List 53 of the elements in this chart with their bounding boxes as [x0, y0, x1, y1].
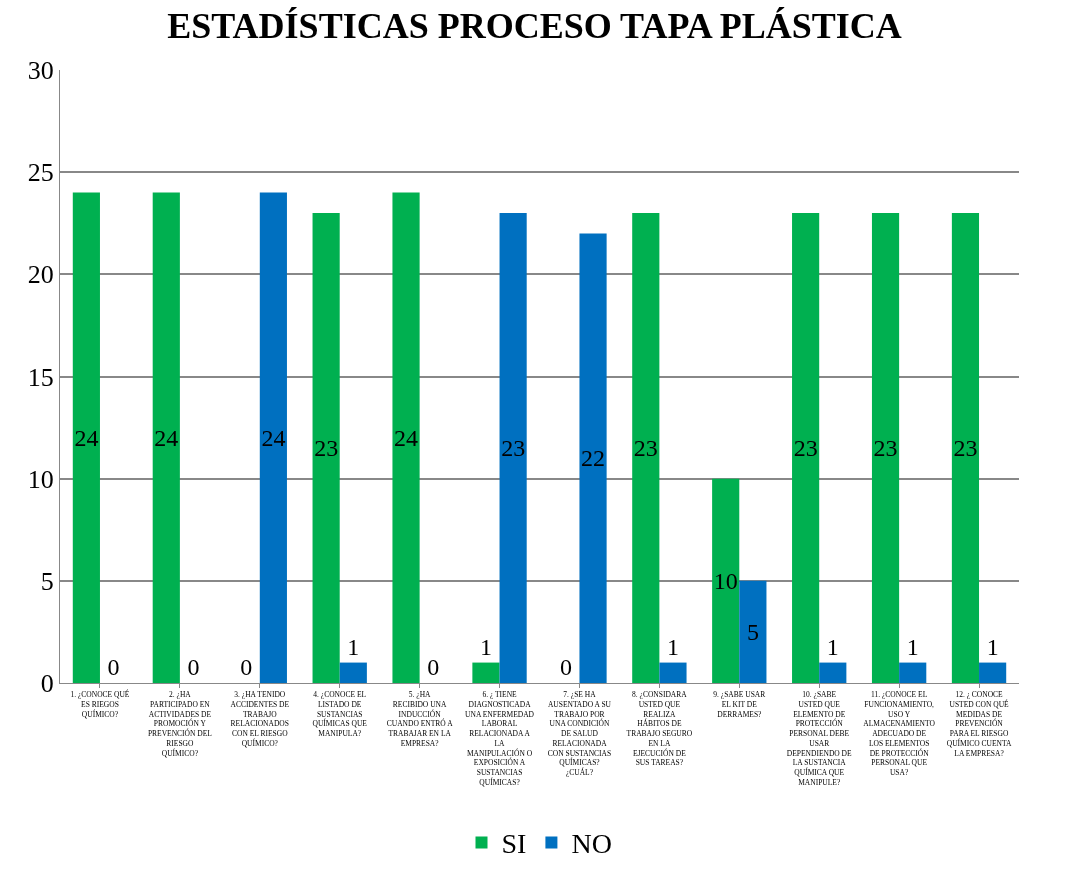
- data-label: 23: [633, 435, 658, 462]
- bar: [339, 662, 367, 683]
- data-label: 24: [154, 424, 179, 451]
- bar: [659, 662, 687, 683]
- y-tick-label: 15: [27, 362, 54, 392]
- data-label: 1: [347, 633, 360, 660]
- data-label: 10: [713, 567, 738, 594]
- y-tick-label: 5: [40, 566, 54, 596]
- bar: [712, 478, 740, 683]
- data-label: 0: [187, 654, 200, 680]
- bar: [499, 213, 527, 683]
- data-label: 23: [873, 435, 898, 462]
- data-label: 1: [479, 633, 492, 660]
- bar: [579, 233, 607, 683]
- data-label: 5: [746, 618, 759, 645]
- y-tick-label: 30: [27, 56, 54, 86]
- bar: [392, 192, 420, 683]
- data-label: 23: [314, 435, 339, 462]
- data-label: 0: [427, 654, 440, 680]
- data-label: 1: [986, 633, 999, 660]
- data-label: 0: [107, 654, 120, 680]
- data-label: 23: [501, 435, 526, 462]
- data-label: 1: [906, 633, 919, 660]
- bar: [871, 213, 900, 683]
- legend-label: SI: [501, 828, 527, 860]
- y-tick-label: 20: [27, 260, 54, 290]
- data-label: 23: [953, 435, 978, 462]
- bar: [152, 192, 180, 683]
- bar: [72, 192, 100, 683]
- bar: [899, 662, 927, 683]
- chart-title: ESTADÍSTICAS PROCESO TAPA PLÁSTICA: [167, 6, 902, 47]
- bar: [632, 213, 660, 683]
- bar: [312, 213, 340, 683]
- data-label: 1: [826, 633, 839, 660]
- bar: [951, 213, 980, 683]
- legend-label: NO: [571, 828, 612, 860]
- bar: [472, 662, 500, 683]
- data-label: 23: [793, 435, 818, 462]
- y-tick-label: 10: [27, 464, 54, 494]
- data-label: 24: [261, 424, 286, 451]
- bar: [792, 213, 820, 683]
- y-tick-label: 0: [40, 669, 54, 699]
- data-label: 1: [666, 633, 679, 660]
- data-label: 24: [394, 424, 419, 451]
- data-label: 24: [74, 424, 99, 451]
- bar: [739, 580, 767, 683]
- data-label: 0: [240, 654, 253, 680]
- data-label: 0: [559, 654, 572, 680]
- bar: [259, 192, 287, 683]
- y-tick-label: 25: [27, 158, 54, 188]
- bar: [819, 662, 847, 683]
- data-label: 22: [581, 445, 606, 472]
- bar: [979, 662, 1007, 683]
